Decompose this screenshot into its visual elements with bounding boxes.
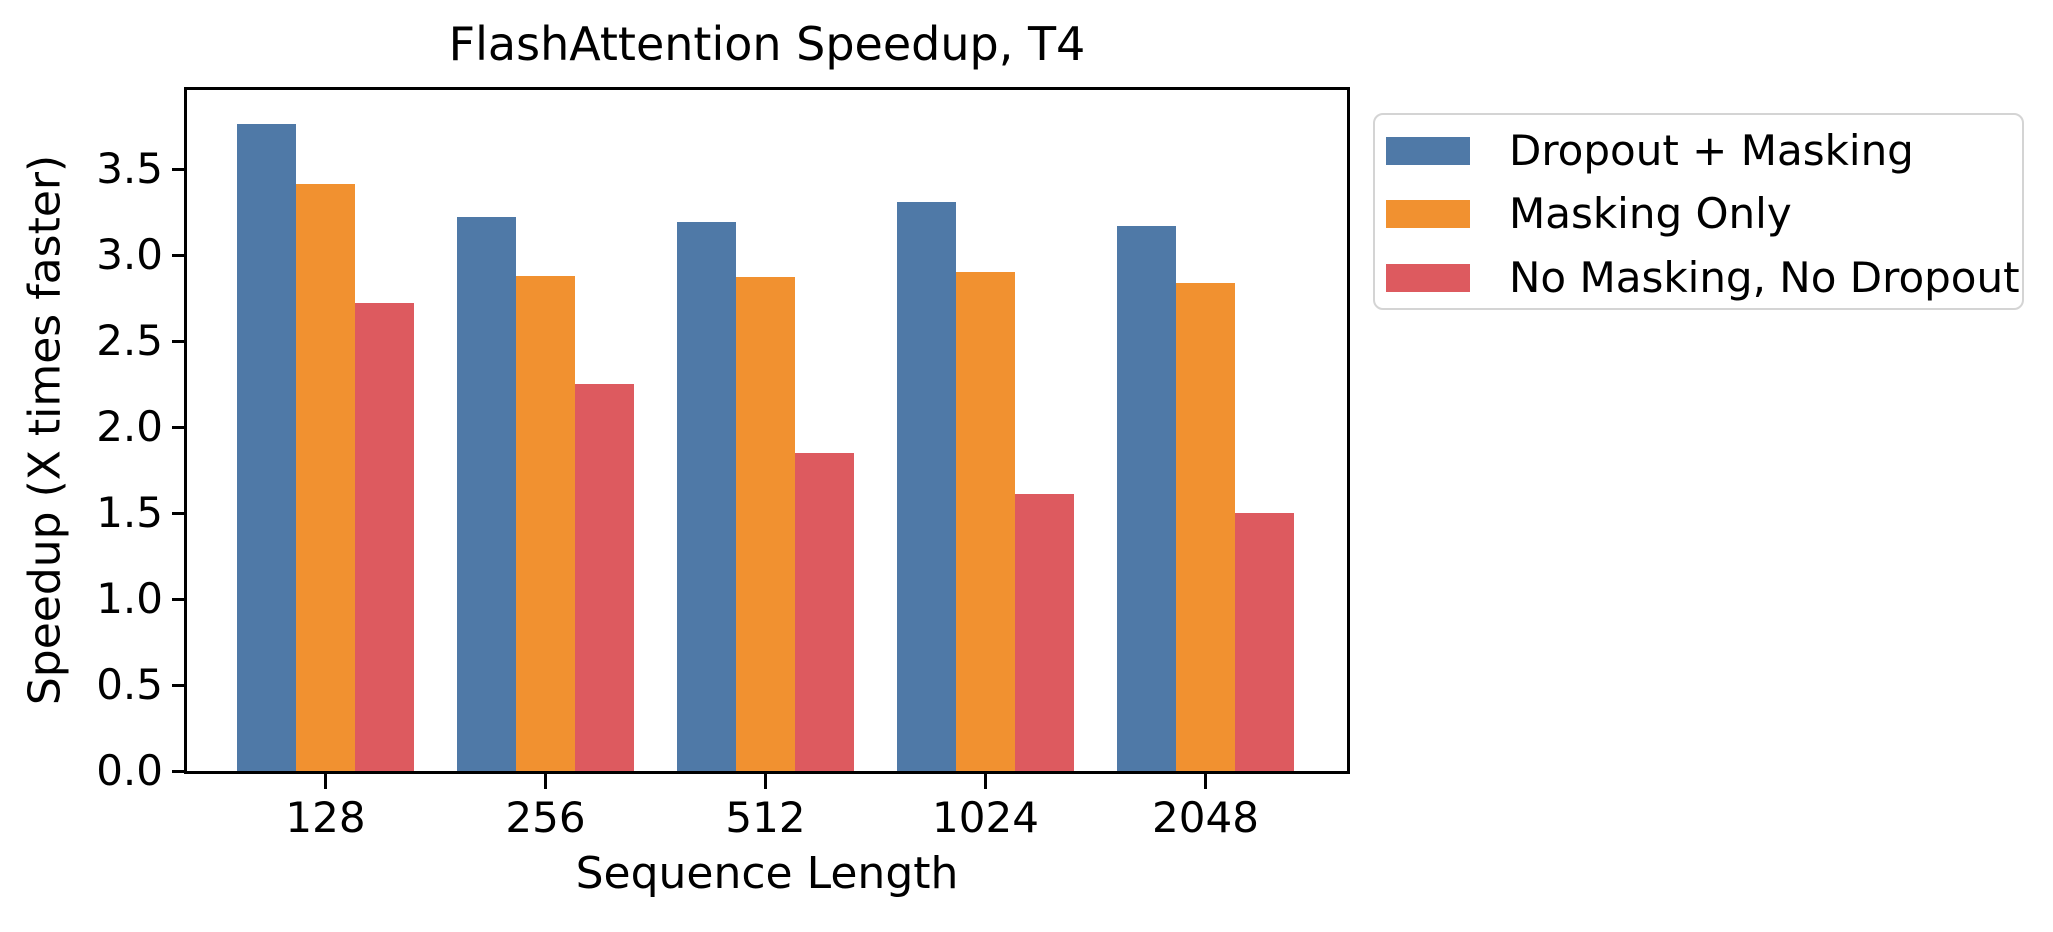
x-tick-mark-256 [544, 774, 547, 789]
bar-no-masking-no-dropout-128 [355, 303, 414, 771]
x-tick-mark-512 [764, 774, 767, 789]
y-tick-label-0.0: 0.0 [96, 746, 163, 795]
x-tick-mark-128 [324, 774, 327, 789]
bar-no-masking-no-dropout-1024 [1015, 494, 1074, 771]
legend-label-masking-only: Masking Only [1509, 189, 1792, 238]
bar-masking-only-1024 [956, 272, 1015, 771]
legend: Dropout + Masking Masking Only No Masking,… [1373, 113, 2024, 310]
bar-dropout-masking-128 [237, 124, 296, 771]
x-tick-label-1024: 1024 [932, 793, 1039, 842]
x-tick-mark-1024 [984, 774, 987, 789]
legend-swatch-masking-only [1386, 200, 1470, 228]
bar-no-masking-no-dropout-2048 [1235, 513, 1294, 771]
y-tick-label-1.0: 1.0 [96, 574, 163, 623]
y-tick-label-1.5: 1.5 [96, 488, 163, 537]
legend-label-no-masking-no-dropout: No Masking, No Dropout [1509, 253, 2020, 302]
bar-masking-only-256 [516, 276, 575, 771]
y-tick-label-0.5: 0.5 [96, 660, 163, 709]
y-tick-mark-1.5 [172, 511, 187, 515]
bar-dropout-masking-1024 [897, 202, 956, 771]
y-tick-mark-3.0 [172, 253, 187, 257]
bar-no-masking-no-dropout-256 [575, 384, 634, 771]
legend-item-no-masking-no-dropout: No Masking, No Dropout [1386, 251, 2020, 305]
bar-dropout-masking-256 [457, 217, 516, 771]
x-tick-label-256: 256 [505, 793, 586, 842]
chart-title: FlashAttention Speedup, T4 [448, 17, 1086, 71]
legend-swatch-dropout-masking [1386, 137, 1470, 165]
legend-label-dropout-masking: Dropout + Masking [1509, 126, 1914, 175]
x-tick-label-128: 128 [285, 793, 366, 842]
x-axis-label: Sequence Length [575, 848, 959, 899]
y-tick-label-3.5: 3.5 [96, 144, 163, 193]
bar-dropout-masking-2048 [1117, 226, 1176, 771]
y-tick-mark-2.5 [172, 339, 187, 343]
y-tick-mark-3.5 [172, 167, 187, 171]
x-tick-label-2048: 2048 [1152, 793, 1259, 842]
y-tick-mark-1.0 [172, 597, 187, 601]
y-tick-label-2.0: 2.0 [96, 402, 163, 451]
x-tick-mark-2048 [1204, 774, 1207, 789]
y-tick-mark-0.0 [172, 769, 187, 773]
y-tick-mark-2.0 [172, 425, 187, 429]
y-tick-label-2.5: 2.5 [96, 316, 163, 365]
plot-area [184, 87, 1350, 774]
bar-masking-only-128 [296, 184, 355, 771]
legend-swatch-no-masking-no-dropout [1386, 264, 1470, 292]
y-tick-mark-0.5 [172, 683, 187, 687]
bar-dropout-masking-512 [677, 222, 736, 771]
legend-item-dropout-masking: Dropout + Masking [1386, 124, 1914, 178]
legend-item-masking-only: Masking Only [1386, 187, 1792, 241]
bar-masking-only-2048 [1176, 283, 1235, 771]
bar-masking-only-512 [736, 277, 795, 771]
x-tick-label-512: 512 [725, 793, 806, 842]
bar-no-masking-no-dropout-512 [795, 453, 854, 771]
y-tick-label-3.0: 3.0 [96, 230, 163, 279]
